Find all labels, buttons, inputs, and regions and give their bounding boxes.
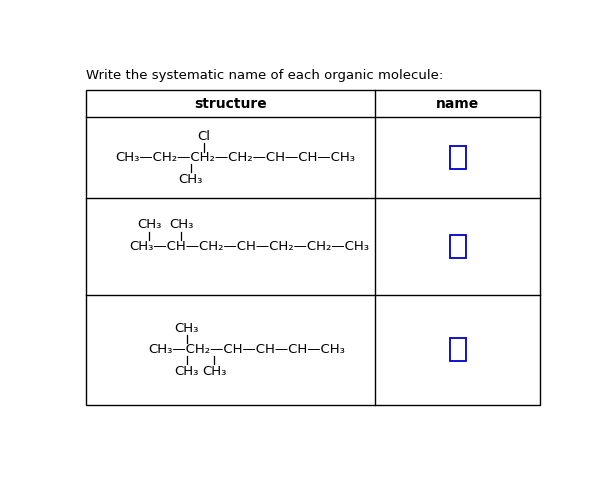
Text: CH₃: CH₃ xyxy=(175,322,199,334)
Bar xyxy=(450,338,466,361)
Text: CH₃: CH₃ xyxy=(179,173,203,186)
Text: CH₃: CH₃ xyxy=(175,365,199,378)
Text: CH₃: CH₃ xyxy=(202,365,226,378)
Text: Cl: Cl xyxy=(198,130,211,143)
Bar xyxy=(86,90,540,405)
Bar xyxy=(450,235,466,258)
Text: structure: structure xyxy=(195,97,267,111)
Text: CH₃—CH₂—CH₂—CH₂—CH—CH—CH₃: CH₃—CH₂—CH₂—CH₂—CH—CH—CH₃ xyxy=(116,151,356,164)
Text: name: name xyxy=(436,97,479,111)
Text: Write the systematic name of each organic molecule:: Write the systematic name of each organi… xyxy=(86,69,444,82)
Text: CH₃—CH₂—CH—CH—CH—CH₃: CH₃—CH₂—CH—CH—CH—CH₃ xyxy=(148,343,345,356)
Text: CH₃—CH—CH₂—CH—CH₂—CH₂—CH₃: CH₃—CH—CH₂—CH—CH₂—CH₂—CH₃ xyxy=(129,240,369,253)
Bar xyxy=(450,146,466,169)
Text: CH₃: CH₃ xyxy=(169,218,193,231)
Text: CH₃: CH₃ xyxy=(137,218,161,231)
